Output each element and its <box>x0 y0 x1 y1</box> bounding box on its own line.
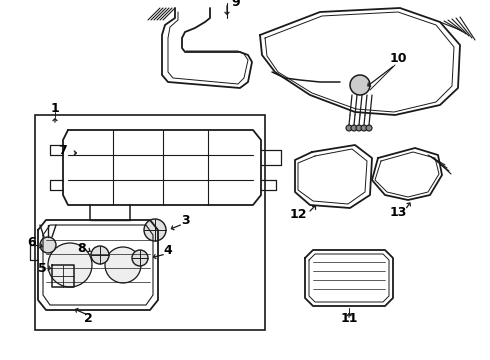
Text: 4: 4 <box>164 243 172 256</box>
Text: 8: 8 <box>78 242 86 255</box>
Circle shape <box>346 125 352 131</box>
Text: 13: 13 <box>390 206 407 219</box>
Circle shape <box>350 75 370 95</box>
Text: 1: 1 <box>50 102 59 114</box>
Circle shape <box>366 125 372 131</box>
Text: 9: 9 <box>232 0 240 9</box>
Circle shape <box>356 125 362 131</box>
Text: 6: 6 <box>28 237 36 249</box>
Circle shape <box>351 125 357 131</box>
Text: 7: 7 <box>58 144 66 157</box>
Circle shape <box>144 219 166 241</box>
Bar <box>35 115 265 330</box>
Text: 2: 2 <box>84 311 93 324</box>
Text: 12: 12 <box>289 208 307 221</box>
Text: 5: 5 <box>38 261 47 274</box>
Circle shape <box>91 246 109 264</box>
Circle shape <box>40 237 56 253</box>
Circle shape <box>48 243 92 287</box>
Circle shape <box>105 247 141 283</box>
Circle shape <box>361 125 367 131</box>
Text: 3: 3 <box>181 213 189 226</box>
Text: 11: 11 <box>340 311 358 324</box>
Text: 10: 10 <box>389 51 407 64</box>
Circle shape <box>132 250 148 266</box>
